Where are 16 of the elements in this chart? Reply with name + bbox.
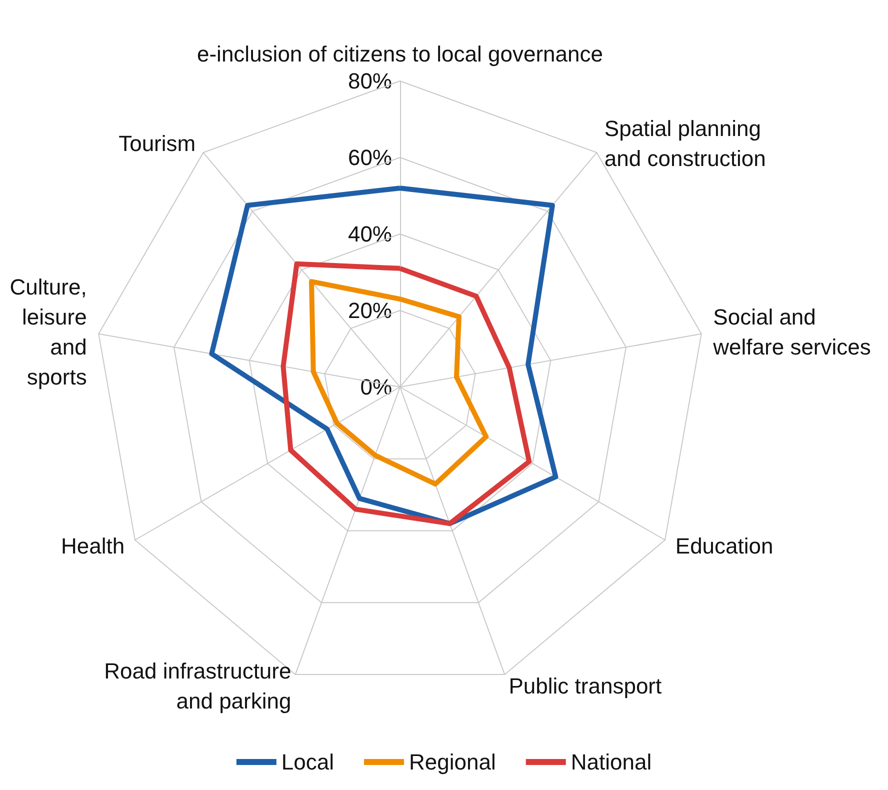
spoke-label: Spatial planning and construction (604, 116, 766, 171)
spoke-label: Road infrastructure and parking (104, 658, 292, 714)
spoke-label: Social and welfare services (712, 304, 871, 360)
spoke-label: Health (61, 534, 125, 558)
y-tick-label: 40% (348, 222, 392, 246)
y-tick-label: 60% (348, 145, 392, 170)
y-tick-label: 20% (348, 298, 392, 323)
spoke-label: Education (675, 534, 774, 558)
spoke-label: e-inclusion of citizens to local governance (196, 42, 604, 66)
spoke-label: Tourism (118, 130, 196, 156)
legend-label: National (570, 750, 652, 774)
legend-label: Local (281, 750, 334, 774)
y-tick-label: 80% (348, 68, 392, 94)
spoke-label: Public transport (508, 673, 662, 698)
spoke-label: Culture, leisure and sports (10, 274, 87, 390)
legend-label: Regional (409, 750, 496, 774)
